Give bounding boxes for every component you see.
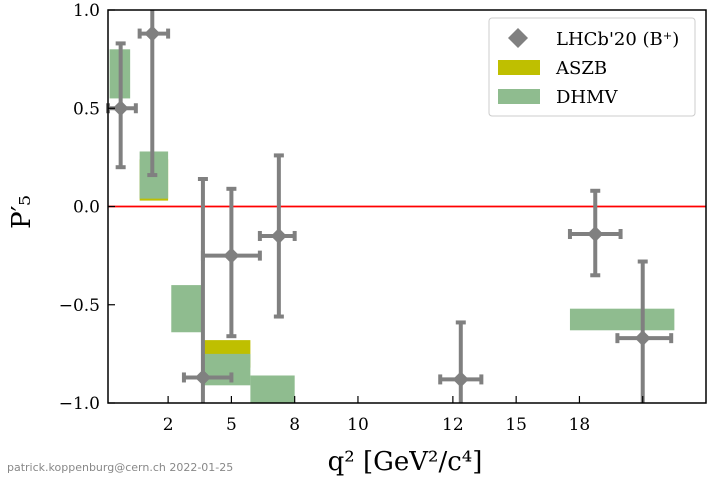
x-tick-label: 18	[569, 415, 591, 435]
legend-swatch-aszb	[498, 60, 540, 75]
footer-credit: patrick.koppenburg@cern.ch 2022-01-25	[7, 461, 233, 474]
data-point-7	[615, 259, 674, 403]
data-point-2	[181, 176, 234, 403]
data-marker	[112, 100, 129, 117]
dhmv-band-3	[202, 353, 251, 386]
prediction-bands	[109, 49, 675, 403]
legend-label-aszb: ASZB	[555, 58, 607, 79]
y-tick-label: −0.5	[59, 296, 100, 316]
y-tick-label: 0.0	[73, 198, 100, 218]
y-tick-label: 1.0	[73, 1, 100, 21]
x-tick-label: 8	[289, 415, 300, 435]
data-marker	[452, 371, 469, 388]
legend-swatch-dhmv	[498, 89, 540, 104]
data-point-0	[106, 41, 138, 170]
legend-label-lhcb: LHCb'20 (B⁺)	[556, 29, 679, 50]
legend-label-dhmv: DHMV	[556, 87, 619, 108]
data-point-1	[137, 10, 171, 178]
data-marker	[634, 330, 651, 347]
data-marker	[223, 247, 240, 264]
data-point-6	[567, 188, 623, 278]
y-axis-ticks: −1.0 −0.5 0.0 0.5 1.0	[59, 1, 115, 414]
data-marker	[144, 25, 161, 42]
x-axis-label: q² [GeV²/c⁴]	[328, 447, 483, 477]
legend-marker-lhcb	[508, 28, 528, 48]
x-tick-label: 2	[163, 415, 174, 435]
dhmv-band-2	[171, 285, 203, 333]
y-tick-label: −1.0	[59, 394, 100, 414]
x-tick-label: 15	[505, 415, 527, 435]
x-tick-label: 12	[442, 415, 464, 435]
data-point-5	[438, 320, 484, 403]
data-marker	[270, 227, 287, 244]
x-tick-label: 5	[226, 415, 237, 435]
data-marker	[587, 226, 604, 243]
x-axis-ticks: 2 5 8 10 12 15 18	[163, 396, 644, 435]
data-point-4	[257, 153, 297, 319]
dhmv-band-4	[250, 375, 295, 403]
y-axis-label: P′₅	[7, 195, 37, 229]
x-tick-label: 10	[347, 415, 369, 435]
legend: LHCb'20 (B⁺) ASZB DHMV	[488, 17, 696, 117]
data-points	[106, 10, 674, 403]
legend-frame	[488, 17, 696, 117]
dhmv-band-5	[569, 308, 675, 331]
data-marker	[194, 369, 211, 386]
y-tick-label: 0.5	[73, 99, 100, 119]
data-point-3	[200, 186, 262, 339]
